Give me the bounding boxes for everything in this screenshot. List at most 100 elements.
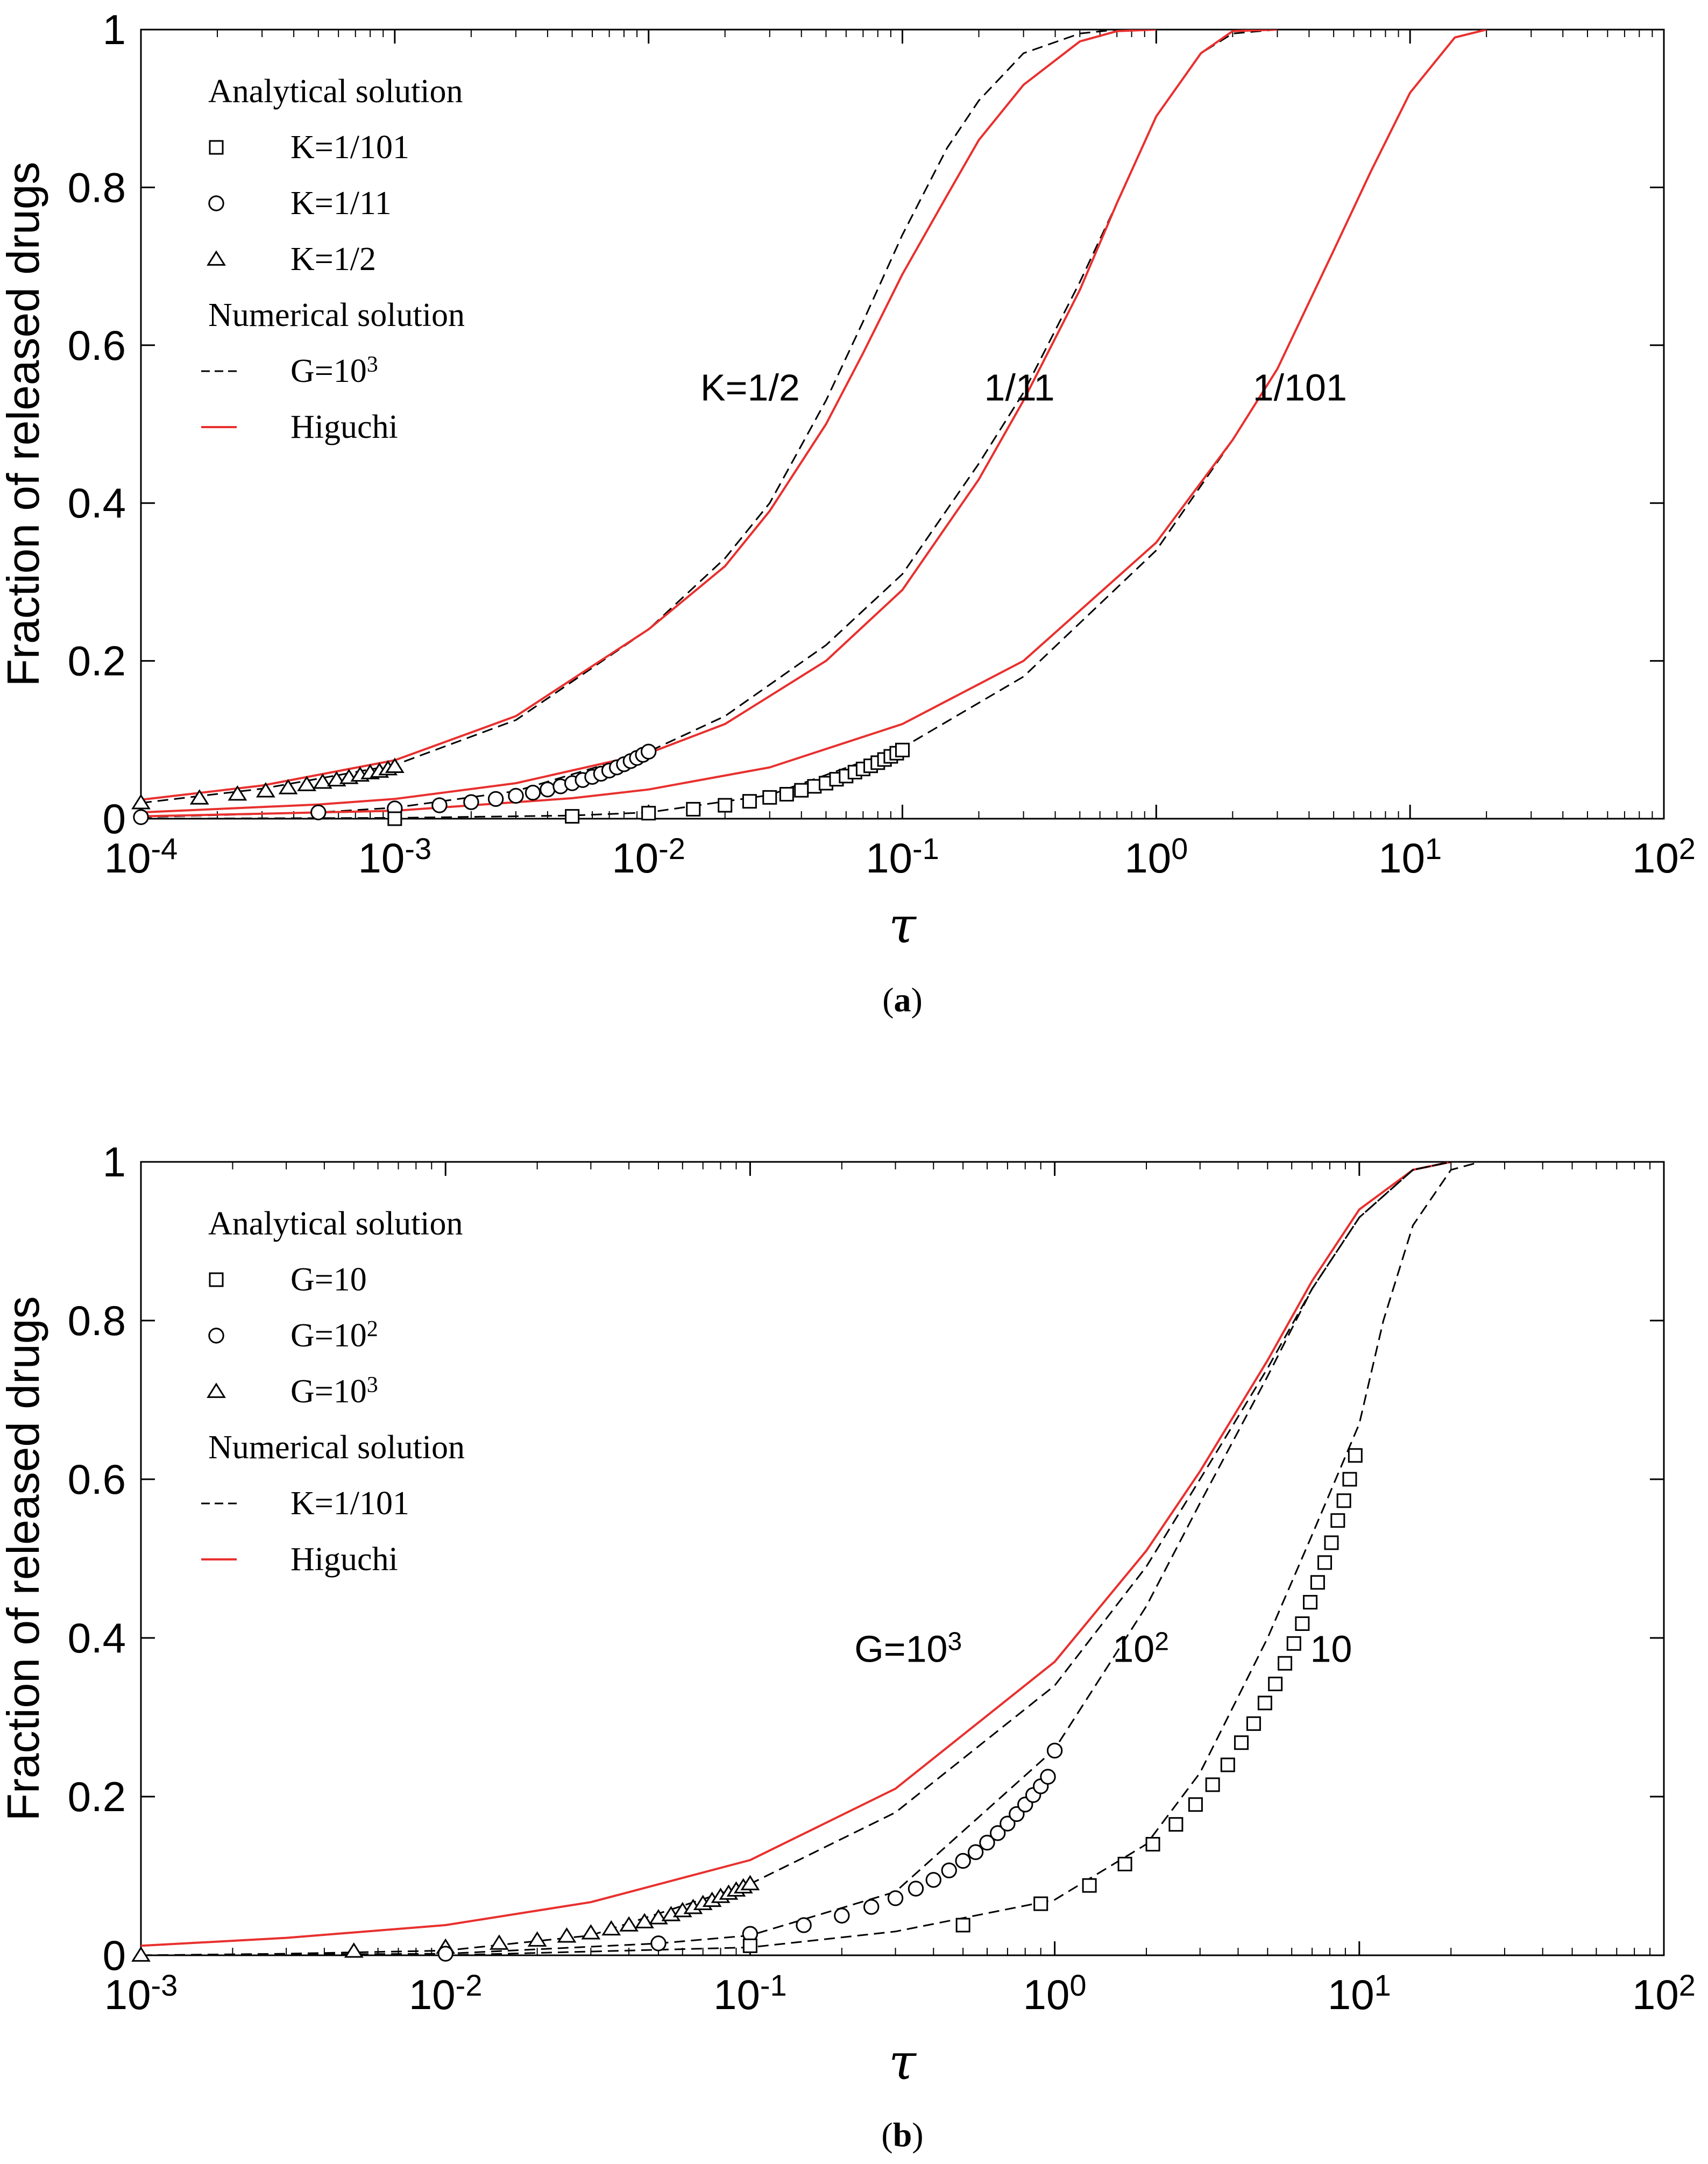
data-point-triangle <box>189 789 209 805</box>
legend-numerical-title: Numerical solution <box>208 1429 465 1466</box>
x-tick-exponent: -4 <box>151 832 178 865</box>
data-point-square <box>1303 1595 1318 1610</box>
series-line <box>141 30 1487 818</box>
data-point-square <box>742 794 757 809</box>
x-tick-exponent: -1 <box>912 832 939 865</box>
x-tick-exponent: -2 <box>456 1968 483 2002</box>
data-point-square <box>742 1938 757 1953</box>
x-tick-exponent: -1 <box>760 1968 787 2002</box>
data-point-triangle <box>581 1924 601 1940</box>
series-line <box>141 30 1157 804</box>
data-point-square <box>1278 1656 1293 1671</box>
legend-analytical-title: Analytical solution <box>208 73 463 110</box>
data-point-circle <box>310 804 327 820</box>
legend-entry-label: Higuchi <box>290 409 398 445</box>
data-point-circle <box>967 1844 984 1860</box>
data-point-circle <box>834 1907 850 1924</box>
panel-caption: (a) <box>882 981 923 1019</box>
legend-entry-label: K=1/101 <box>290 129 409 166</box>
data-point-triangle <box>131 1946 151 1962</box>
curve-label: G=103 <box>854 1627 962 1670</box>
legend-entry-exponent: 3 <box>367 1373 378 1397</box>
data-point-triangle <box>635 1913 654 1928</box>
data-point-circle <box>941 1862 957 1878</box>
data-point-square <box>794 783 809 798</box>
data-point-square <box>1295 1616 1310 1631</box>
y-tick-label: 0.2 <box>68 637 126 685</box>
y-tick-label: 0 <box>103 795 126 842</box>
data-point-triangle <box>297 776 317 791</box>
data-point-square <box>1336 1493 1351 1508</box>
series-line <box>141 1162 1451 1955</box>
data-point-circle <box>955 1853 971 1869</box>
y-axis-title: Fraction of released drugs <box>0 1296 48 1821</box>
caption-paren-open: ( <box>882 981 894 1019</box>
x-tick-label: 10-3 <box>358 832 432 882</box>
data-point-triangle <box>131 794 151 810</box>
x-tick-exponent: 0 <box>1171 832 1188 865</box>
data-point-triangle <box>278 779 298 794</box>
legend-entry-label: G=103 <box>290 352 378 389</box>
legend-entry-label: K=1/2 <box>290 241 376 278</box>
legend-marker-triangle <box>207 250 226 266</box>
data-point-triangle <box>256 782 275 798</box>
legend-entry-label: K=1/101 <box>290 1485 409 1522</box>
data-point-circle <box>796 1917 812 1933</box>
data-point-triangle <box>619 1916 639 1932</box>
series-line <box>141 30 1157 801</box>
data-point-circle <box>887 1890 904 1906</box>
x-tick-label: 10-2 <box>409 1968 483 2018</box>
data-point-square <box>1082 1878 1097 1893</box>
data-point-circle <box>431 797 448 813</box>
legend-entry-exponent: 3 <box>367 352 378 377</box>
y-axis-title: Fraction of released drugs <box>0 162 48 687</box>
legend-marker-triangle <box>207 1382 226 1398</box>
series-line <box>141 30 1278 814</box>
x-tick-label: 10-2 <box>612 832 685 882</box>
x-axis-title: τ <box>889 2033 917 2091</box>
legend-entry-label: K=1/11 <box>290 185 392 222</box>
curve-label-exponent: 3 <box>947 1627 962 1656</box>
x-tick-label: 102 <box>1632 1968 1696 2018</box>
data-point-square <box>1145 1837 1160 1851</box>
data-point-square <box>1268 1677 1283 1692</box>
data-point-square <box>1033 1896 1048 1911</box>
data-point-circle <box>525 784 541 801</box>
data-point-triangle <box>228 785 247 801</box>
data-point-square <box>1168 1817 1183 1832</box>
y-tick-label: 0.8 <box>68 1297 126 1344</box>
curve-label: 1/11 <box>984 366 1055 408</box>
legend: Analytical solution K=1/101 K=1/11 K=1/2 Num… <box>201 73 465 445</box>
legend-marker-circle <box>208 1328 224 1344</box>
data-point-square <box>1188 1797 1203 1812</box>
data-point-circle <box>487 791 504 807</box>
data-point-triangle <box>527 1931 547 1947</box>
x-tick-label: 100 <box>1124 832 1188 882</box>
caption-paren-close: ) <box>911 981 923 1019</box>
caption-paren-open: ( <box>881 2116 892 2154</box>
data-point-square <box>1330 1513 1345 1528</box>
data-point-square <box>1310 1575 1325 1590</box>
data-point-square <box>686 801 701 817</box>
x-tick-label: 10-3 <box>104 1968 178 2018</box>
x-tick-label: 10-1 <box>866 832 939 882</box>
y-tick-label: 0.6 <box>68 1456 126 1503</box>
data-point-square <box>895 742 910 757</box>
data-point-square <box>762 790 777 805</box>
x-tick-exponent: 2 <box>1679 832 1696 865</box>
curve-label-exponent: 2 <box>1154 1627 1169 1656</box>
data-point-circle <box>979 1834 995 1851</box>
data-point-square <box>1317 1555 1333 1570</box>
data-point-circle <box>463 794 479 810</box>
legend-marker-square <box>209 140 224 155</box>
y-tick-label: 0.4 <box>68 479 126 527</box>
legend-entry-exponent: 2 <box>367 1317 378 1342</box>
y-tick-label: 0 <box>103 1932 126 1979</box>
panel-caption: (b) <box>881 2116 923 2154</box>
data-point-circle <box>863 1899 880 1915</box>
data-point-circle <box>1046 1742 1063 1759</box>
legend-marker-circle <box>208 195 224 211</box>
legend-entry-label: Higuchi <box>290 1541 398 1578</box>
x-tick-exponent: 2 <box>1679 1968 1696 2002</box>
